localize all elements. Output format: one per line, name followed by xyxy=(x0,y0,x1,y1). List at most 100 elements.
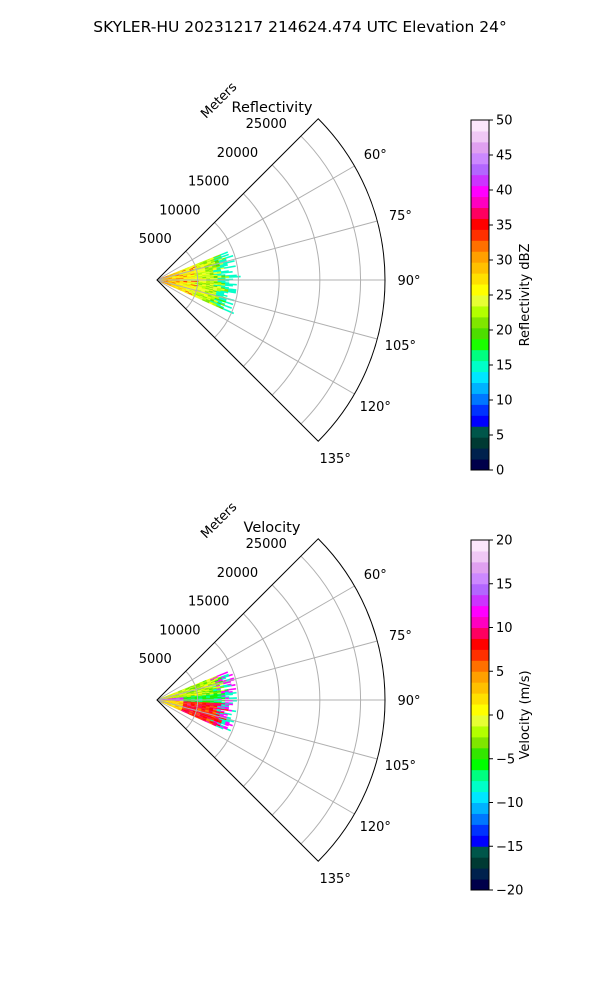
panel-title: Velocity xyxy=(244,520,301,536)
colorbar-band xyxy=(471,174,489,187)
colorbar-tick-label: 25 xyxy=(496,289,513,304)
data-cell xyxy=(228,302,234,306)
colorbar-band xyxy=(471,141,489,154)
colorbar-tick-label: 30 xyxy=(496,254,513,269)
colorbar-band xyxy=(471,594,489,607)
colorbar-band xyxy=(471,415,489,427)
colorbar-band xyxy=(471,671,489,683)
panel-title: Reflectivity xyxy=(232,100,313,116)
colorbar-tick-label: 0 xyxy=(496,464,504,479)
range-tick-label: 10000 xyxy=(159,203,200,218)
colorbar-band xyxy=(471,660,489,672)
data-cell xyxy=(226,309,231,313)
colorbar-band xyxy=(471,371,489,383)
azimuth-spoke xyxy=(156,220,378,281)
data-cell xyxy=(224,723,229,727)
colorbar-band xyxy=(471,316,489,329)
range-tick-label: 5000 xyxy=(139,652,172,667)
colorbar-label: Reflectivity dBZ xyxy=(518,244,533,347)
azimuth-tick-label: 105° xyxy=(385,339,416,354)
colorbar-band xyxy=(471,725,489,738)
colorbar-band xyxy=(471,802,489,814)
data-cell xyxy=(225,301,230,304)
colorbar-band xyxy=(471,218,489,230)
colorbar-band xyxy=(471,846,489,858)
colorbar-band xyxy=(471,459,489,471)
azimuth-spoke xyxy=(156,279,355,395)
colorbar-tick-label: −5 xyxy=(496,752,515,767)
reflectivity-panel: Reflectivity500010000150002000025000Mete… xyxy=(139,80,533,479)
velocity-panel: Velocity 5000 10000 15000 20000 25000 Meters 60… xyxy=(139,500,533,899)
data-cell xyxy=(231,687,237,691)
data-cell xyxy=(221,697,226,700)
colorbar-band xyxy=(471,736,489,749)
data-cell xyxy=(223,294,228,297)
data-cell xyxy=(223,264,228,267)
azimuth-tick-label: 60° xyxy=(364,148,387,163)
colorbar-band xyxy=(471,360,489,373)
data-cell xyxy=(231,710,237,713)
colorbar-band xyxy=(471,868,489,880)
colorbar-band xyxy=(471,693,489,705)
azimuth-tick-label: 135° xyxy=(320,872,351,887)
colorbar-tick-label: 0 xyxy=(496,709,504,724)
colorbar-band xyxy=(471,605,489,618)
colorbar-band xyxy=(471,682,489,694)
colorbar-band xyxy=(471,879,489,891)
colorbar-band xyxy=(471,747,489,760)
azimuth-tick-label: 90° xyxy=(397,274,420,289)
colorbar: −20 −15 −10 −5 0 5 10 15 20 Velocity (m/s) xyxy=(470,534,533,899)
azimuth-spoke xyxy=(156,279,378,340)
data-cell xyxy=(224,291,229,294)
colorbar-band xyxy=(471,791,489,803)
colorbar-band xyxy=(471,769,489,782)
azimuth-spoke xyxy=(156,585,355,701)
data-cell xyxy=(230,260,235,263)
range-tick-label: 15000 xyxy=(188,175,229,190)
data-cell xyxy=(220,672,225,676)
azimuth-spoke xyxy=(156,640,378,701)
data-cell xyxy=(223,713,228,716)
colorbar-band xyxy=(471,616,489,628)
colorbar-tick-label: 50 xyxy=(496,114,513,129)
colorbar-band xyxy=(471,120,489,132)
azimuth-tick-label: 135° xyxy=(320,452,351,467)
range-axis-label: Meters xyxy=(198,500,240,542)
sector-frame xyxy=(156,118,386,442)
azimuth-tick-label: 60° xyxy=(364,568,387,583)
colorbar-tick-label: 45 xyxy=(496,149,513,164)
data-cell xyxy=(228,703,234,706)
range-tick-label: 20000 xyxy=(217,146,258,161)
azimuth-tick-label: 90° xyxy=(397,694,420,709)
data-cell xyxy=(228,693,233,696)
colorbar-band xyxy=(471,207,489,219)
range-tick-label: 25000 xyxy=(246,117,287,132)
colorbar-band xyxy=(471,152,489,165)
data-cell xyxy=(225,256,230,259)
colorbar-band xyxy=(471,540,489,552)
colorbar-tick-label: 10 xyxy=(496,394,513,409)
data-cell xyxy=(220,271,226,274)
colorbar: 0 5 10 15 20 25 30 35 40 45 50 Reflectivity dBZ xyxy=(470,114,533,479)
colorbar-band xyxy=(471,327,489,340)
colorbar-tick-label: 40 xyxy=(496,184,513,199)
colorbar-band xyxy=(471,583,489,596)
data-cell xyxy=(228,688,233,691)
colorbar-band xyxy=(471,163,489,176)
colorbar-tick-label: −10 xyxy=(496,796,523,811)
sector-frame xyxy=(156,538,386,862)
data-cell xyxy=(221,255,226,258)
colorbar-band xyxy=(471,273,489,285)
range-tick-label: 25000 xyxy=(246,537,287,552)
data-cell xyxy=(224,271,229,274)
colorbar-tick-label: 20 xyxy=(496,534,513,549)
colorbar-label: Velocity (m/s) xyxy=(518,670,533,759)
colorbar-band xyxy=(471,130,489,143)
data-cell xyxy=(224,253,229,257)
colorbar-band xyxy=(471,404,489,416)
data-cell xyxy=(228,254,234,258)
data-cell xyxy=(227,305,233,309)
azimuth-spoke xyxy=(156,699,378,760)
colorbar-band xyxy=(471,284,489,296)
